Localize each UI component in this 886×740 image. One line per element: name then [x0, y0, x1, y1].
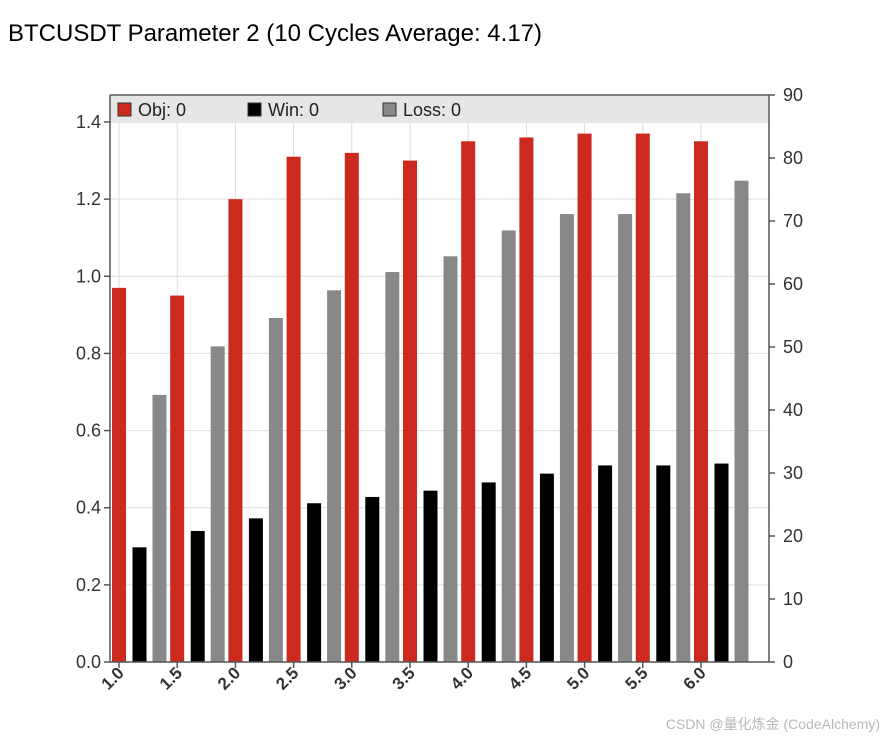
right-tick-label: 50 — [783, 337, 803, 357]
x-tick-label: 1.5 — [156, 663, 186, 693]
left-tick-label: 0.2 — [76, 575, 101, 595]
x-tick-label: 3.0 — [330, 663, 360, 693]
bar-loss-1.5 — [210, 346, 225, 662]
legend-swatch-obj — [117, 102, 132, 117]
bar-win-1.5 — [190, 530, 205, 662]
x-tick-label: 3.5 — [389, 663, 419, 693]
legend-label-win: Win: 0 — [268, 100, 319, 120]
bars — [112, 133, 749, 663]
legend-label-loss: Loss: 0 — [403, 100, 461, 120]
bar-win-1.0 — [132, 547, 147, 662]
bar-loss-3.0 — [385, 272, 400, 662]
right-tick-label: 10 — [783, 589, 803, 609]
bar-obj-5.5 — [635, 133, 650, 663]
x-tick-label: 5.0 — [563, 663, 593, 693]
legend: Obj: 0 Win: 0 Loss: 0 — [111, 96, 768, 123]
bar-win-4.0 — [481, 482, 496, 662]
bar-win-6.0 — [714, 463, 729, 662]
bar-obj-1.0 — [112, 287, 126, 662]
bar-win-5.0 — [598, 465, 613, 662]
right-tick-label: 40 — [783, 400, 803, 420]
left-tick-label: 1.2 — [76, 189, 101, 209]
right-tick-label: 20 — [783, 526, 803, 546]
bar-loss-1.0 — [152, 394, 167, 662]
bar-obj-1.5 — [170, 295, 185, 662]
bar-obj-5.0 — [577, 133, 592, 663]
right-tick-label: 30 — [783, 463, 803, 483]
right-tick-label: 60 — [783, 274, 803, 294]
right-tick-label: 70 — [783, 211, 803, 231]
bar-loss-3.5 — [443, 256, 458, 662]
bar-win-3.5 — [423, 490, 438, 662]
bar-loss-2.5 — [327, 290, 342, 662]
x-tick-label: 2.0 — [214, 663, 244, 693]
bar-loss-4.0 — [501, 230, 516, 662]
left-tick-label: 0.4 — [76, 498, 101, 518]
bar-obj-3.5 — [403, 160, 417, 663]
x-tick-label: 4.5 — [505, 663, 535, 693]
right-tick-label: 80 — [783, 148, 803, 168]
bar-loss-6.0 — [734, 180, 749, 662]
x-tick-label: 5.5 — [621, 663, 651, 693]
left-tick-label: 1.4 — [76, 112, 101, 132]
bar-obj-4.0 — [461, 141, 476, 663]
bar-win-3.0 — [365, 496, 380, 662]
bar-win-5.5 — [656, 465, 671, 662]
bar-obj-3.0 — [344, 152, 359, 662]
right-tick-label: 90 — [783, 85, 803, 105]
bar-win-2.0 — [248, 518, 263, 662]
left-tick-label: 1.0 — [76, 266, 101, 286]
left-tick-label: 0.6 — [76, 421, 101, 441]
bar-loss-5.0 — [618, 214, 633, 662]
bar-loss-5.5 — [676, 193, 691, 662]
x-tick-label: 4.0 — [447, 663, 477, 693]
left-tick-label: 0.8 — [76, 343, 101, 363]
legend-swatch-win — [247, 102, 262, 117]
x-tick-label: 6.0 — [680, 663, 710, 693]
right-tick-label: 0 — [783, 652, 793, 672]
chart-title: BTCUSDT Parameter 2 (10 Cycles Average: … — [8, 20, 542, 47]
bar-obj-2.5 — [286, 156, 301, 662]
bar-win-2.5 — [307, 503, 322, 662]
left-tick-label: 0.0 — [76, 652, 101, 672]
bar-obj-6.0 — [694, 141, 708, 663]
x-tick-label: 1.0 — [98, 663, 128, 693]
bar-obj-2.0 — [228, 199, 243, 662]
bar-win-4.5 — [539, 473, 554, 662]
legend-label-obj: Obj: 0 — [138, 100, 186, 120]
bar-loss-2.0 — [268, 318, 283, 662]
bar-obj-4.5 — [519, 137, 534, 662]
watermark: CSDN @量化炼金 (CodeAlchemy) — [665, 716, 880, 732]
legend-background — [111, 96, 768, 123]
bar-loss-4.5 — [559, 214, 574, 662]
legend-swatch-loss — [382, 102, 397, 117]
x-tick-label: 2.5 — [272, 663, 302, 693]
